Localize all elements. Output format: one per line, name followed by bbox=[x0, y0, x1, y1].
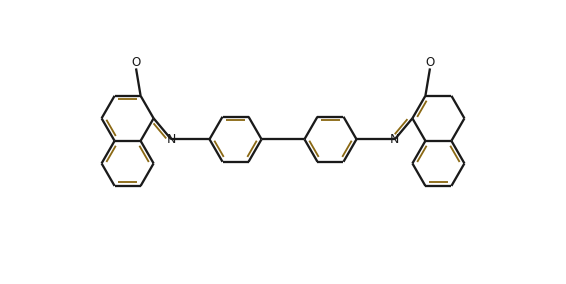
Text: O: O bbox=[131, 56, 141, 68]
Text: N: N bbox=[166, 133, 176, 146]
Text: O: O bbox=[425, 56, 435, 68]
Text: N: N bbox=[390, 133, 400, 146]
